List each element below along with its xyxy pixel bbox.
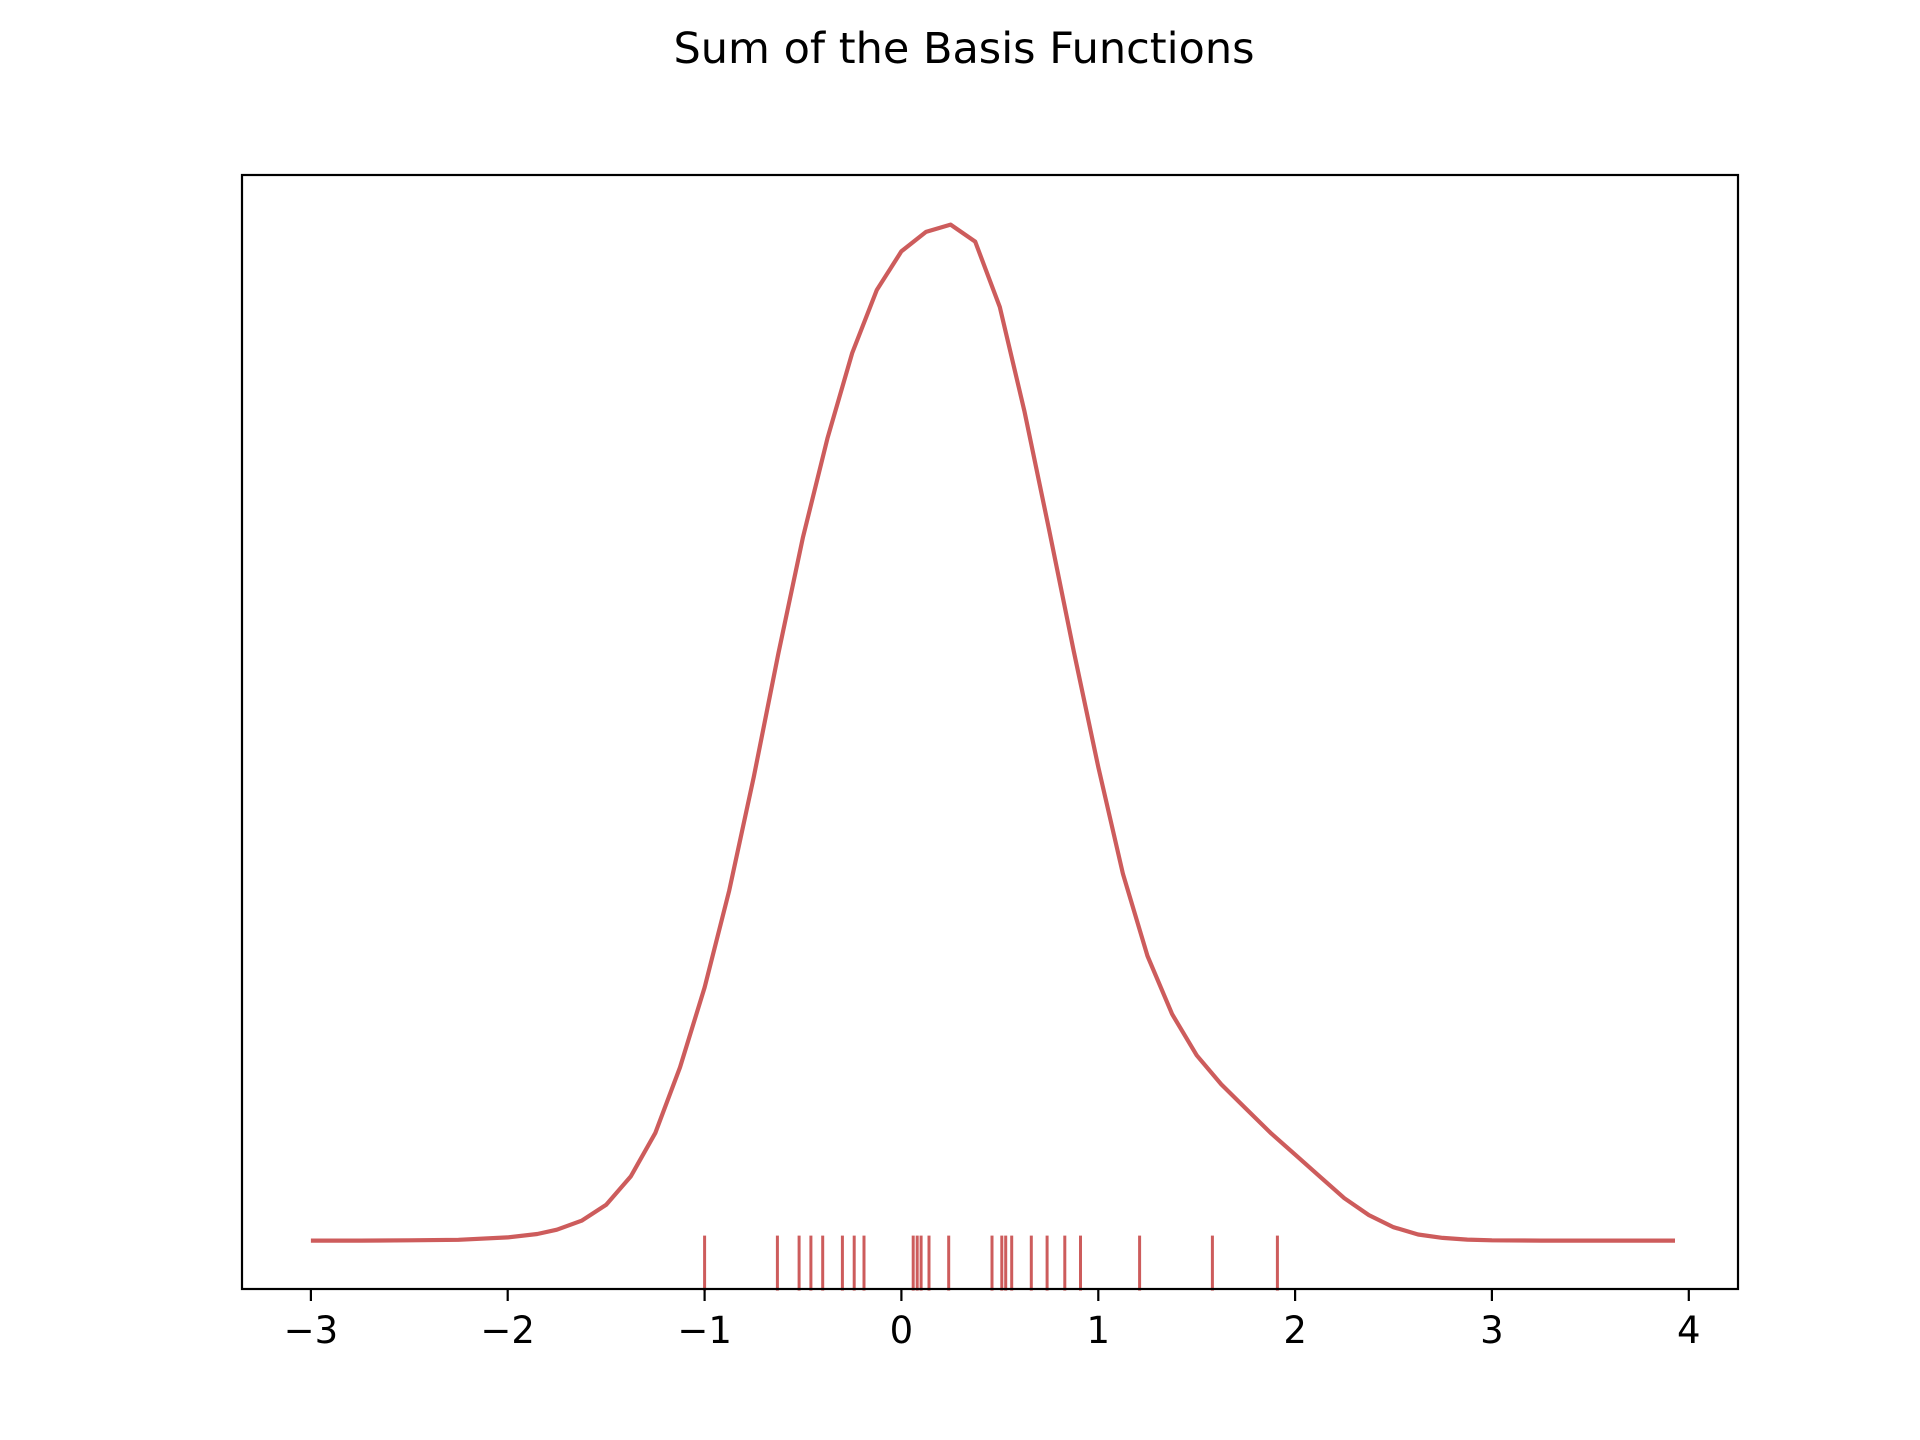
x-tick-label-1: −2 (480, 1309, 535, 1352)
plot-area (310, 222, 1675, 1243)
x-tick-label-7: 4 (1677, 1309, 1701, 1352)
chart-title: Sum of the Basis Functions (673, 24, 1254, 74)
density-line-0 (310, 222, 1675, 1243)
x-tick-label-5: 2 (1283, 1309, 1307, 1352)
x-tick-label-2: −1 (677, 1309, 732, 1352)
axes (240, 173, 1740, 1291)
x-tick-label-3: 0 (890, 1309, 914, 1352)
x-tick-label-0: −3 (284, 1309, 339, 1352)
rug-marks (703, 1235, 1279, 1291)
x-tick-label-4: 1 (1087, 1309, 1111, 1352)
x-axis-ticks: −3 −2 −1 0 1 2 3 4 (284, 1289, 1701, 1352)
x-tick-label-6: 3 (1480, 1309, 1504, 1352)
axes-frame (240, 173, 1740, 1291)
